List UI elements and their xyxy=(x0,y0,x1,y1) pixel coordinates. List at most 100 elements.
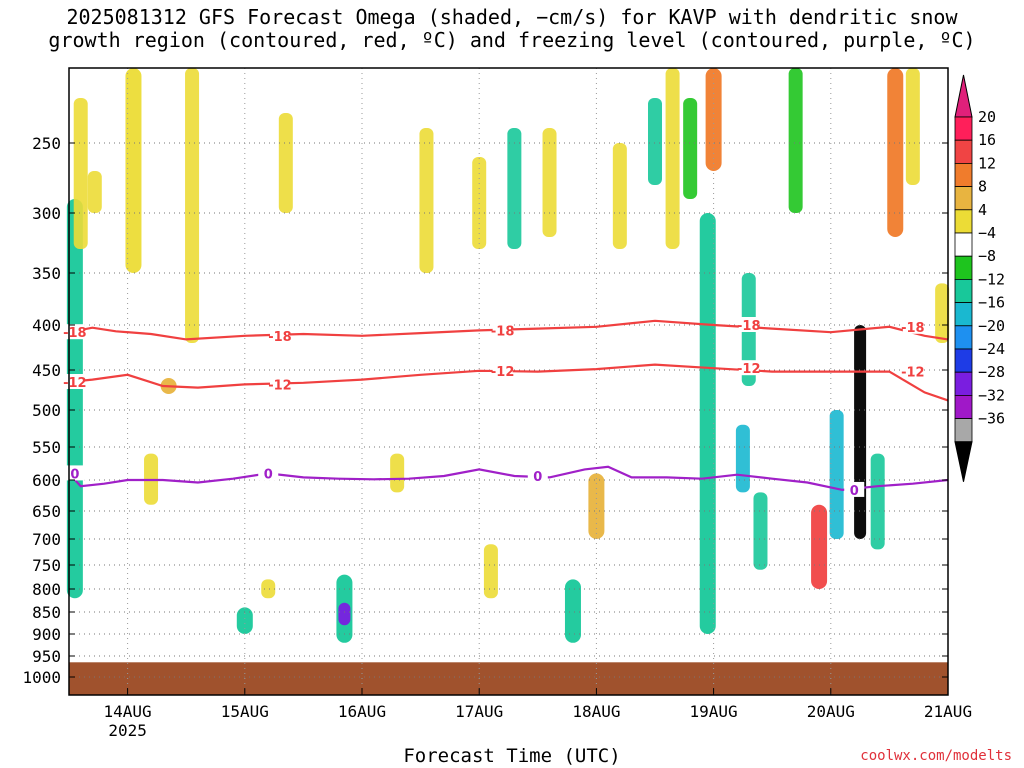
credit-link[interactable]: coolwx.com/modelts xyxy=(860,748,1012,764)
omega-cell xyxy=(278,113,293,213)
colorbar-label: −8 xyxy=(978,247,996,265)
colorbar-swatch xyxy=(954,186,973,211)
colorbar-swatch xyxy=(954,232,973,257)
colorbar-swatch xyxy=(954,325,973,350)
omega-cell xyxy=(87,171,102,213)
contour-label: 0 xyxy=(533,470,542,485)
contour-label-bg xyxy=(902,318,923,334)
x-tick-label: 17AUG xyxy=(455,702,503,721)
contour-label-bg xyxy=(738,317,759,332)
omega-cell xyxy=(185,68,200,343)
y-tick-label: 900 xyxy=(32,625,61,644)
y-tick-label: 550 xyxy=(32,438,61,457)
chart-title: 2025081312 GFS Forecast Omega (shaded, −… xyxy=(0,6,1024,52)
omega-cell xyxy=(753,492,768,570)
omega-cell xyxy=(390,453,405,493)
contour-label: -18 xyxy=(491,324,515,339)
omega-cell xyxy=(854,325,867,539)
y-tick-label: 500 xyxy=(32,401,61,420)
colorbar: 20 16 12 8 4 −4 −8 −12 −16 −20 −24 −28 −32 −36 xyxy=(954,74,1005,482)
y-tick-label: 400 xyxy=(32,316,61,335)
contour-line xyxy=(68,465,949,492)
colorbar-swatch xyxy=(954,209,973,234)
omega-cell xyxy=(125,68,142,273)
contour-label: 0 xyxy=(850,484,859,499)
contour-label-bg xyxy=(492,362,513,378)
omega-cell xyxy=(870,453,885,550)
omega-cell xyxy=(338,602,351,626)
colorbar-label: −28 xyxy=(978,363,1005,381)
omega-cell xyxy=(66,199,83,599)
contour-label-bg xyxy=(269,327,290,343)
contour-label-bg xyxy=(64,465,85,481)
y-tick-label: 600 xyxy=(32,471,61,490)
x-tick-label: 14AUG xyxy=(104,702,152,721)
omega-cell xyxy=(683,98,698,199)
contour-label: -18 xyxy=(901,321,925,336)
contour-label-bg xyxy=(492,322,513,338)
contour-label-bg xyxy=(902,363,923,379)
colorbar-label: −36 xyxy=(978,410,1005,428)
omega-cell xyxy=(73,98,88,249)
colorbar-label: 12 xyxy=(978,154,996,172)
omega-cell xyxy=(788,68,803,213)
omega-cell xyxy=(735,424,750,493)
colorbar-bottom-arrow xyxy=(954,441,973,482)
y-tick-label: 250 xyxy=(32,134,61,153)
y-tick-label: 300 xyxy=(32,204,61,223)
omega-cell xyxy=(699,213,716,634)
y-tick-label: 350 xyxy=(32,264,61,283)
omega-cell xyxy=(887,68,904,237)
colorbar-label: 20 xyxy=(978,108,996,126)
x-tick-label: 19AUG xyxy=(690,702,738,721)
contour-label: -18 xyxy=(268,330,292,345)
colorbar-swatch xyxy=(954,255,973,280)
colorbar-swatch xyxy=(954,302,973,327)
colorbar-label: −4 xyxy=(978,224,996,242)
contour-label: 0 xyxy=(70,467,79,482)
contour-label: -18 xyxy=(63,326,87,341)
plot-frame xyxy=(68,67,949,696)
omega-cell xyxy=(705,68,722,171)
title-line-2: growth region (contoured, red, ºC) and f… xyxy=(48,28,976,52)
colorbar-label: 8 xyxy=(978,178,987,196)
y-tick-label: 650 xyxy=(32,502,61,521)
contour-label-bg xyxy=(738,360,759,376)
contour-label-bg xyxy=(64,374,85,389)
y-tick-label: 850 xyxy=(32,603,61,622)
colorbar-label: −32 xyxy=(978,386,1005,404)
x-axis: 14AUG 15AUG 16AUG 17AUG 18AUG 19AUG 20AUG 21AUG… xyxy=(104,688,972,740)
contour-line xyxy=(68,363,949,402)
omega-cell xyxy=(829,410,844,539)
omega-cell xyxy=(542,128,557,237)
colorbar-swatch xyxy=(954,418,973,443)
ground-surface xyxy=(69,662,948,695)
contour-label-bg xyxy=(258,465,279,481)
y-tick-label: 450 xyxy=(32,361,61,380)
colorbar-label: −20 xyxy=(978,317,1005,335)
omega-cell xyxy=(507,128,522,249)
omega-cell xyxy=(564,579,581,643)
colorbar-swatch xyxy=(954,139,973,164)
title-line-1: 2025081312 GFS Forecast Omega (shaded, −… xyxy=(66,5,958,29)
x-axis-title: Forecast Time (UTC) xyxy=(403,745,621,767)
omega-cell xyxy=(665,68,680,249)
colorbar-label: 4 xyxy=(978,201,987,219)
contour-label: -12 xyxy=(491,365,515,380)
x-tick-label: 20AUG xyxy=(807,702,855,721)
colorbar-swatch xyxy=(954,278,973,303)
colorbar-swatch xyxy=(954,394,973,419)
omega-cell xyxy=(588,473,605,539)
x-tick-label: 21AUG xyxy=(924,702,972,721)
omega-cell xyxy=(935,283,950,343)
colorbar-label: −24 xyxy=(978,340,1005,358)
colorbar-top-arrow xyxy=(954,74,973,118)
x-tick-year: 2025 xyxy=(108,721,147,740)
contour-label: 0 xyxy=(264,467,273,482)
omega-cell xyxy=(483,544,498,599)
omega-cell xyxy=(612,143,627,249)
x-tick-label: 18AUG xyxy=(572,702,620,721)
contour-label: -12 xyxy=(901,366,925,381)
x-tick-label: 15AUG xyxy=(221,702,269,721)
